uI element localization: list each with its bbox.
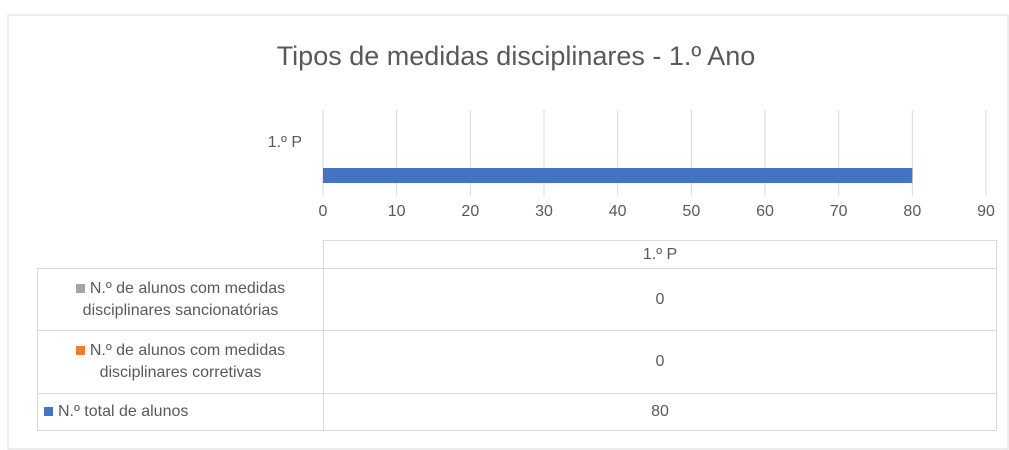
table-value: 0 bbox=[323, 330, 997, 394]
legend-label: N.º de alunos com medidas disciplinares … bbox=[89, 342, 286, 381]
legend-key bbox=[44, 407, 53, 417]
chart-border bbox=[7, 14, 1009, 450]
x-tick-label: 70 bbox=[830, 203, 848, 220]
x-tick-label: 60 bbox=[756, 203, 774, 220]
legend-entry: N.º total de alunos bbox=[44, 401, 188, 423]
legend-label: N.º total de alunos bbox=[58, 403, 189, 420]
x-tick-label: 0 bbox=[319, 203, 328, 220]
x-tick-label: 50 bbox=[682, 203, 700, 220]
x-tick-label: 80 bbox=[903, 203, 921, 220]
chart-title: Tipos de medidas disciplinares - 1.º Ano bbox=[277, 41, 756, 71]
table-header: 1.º P bbox=[323, 240, 997, 269]
table-row-label: N.º de alunos com medidas disciplinares … bbox=[37, 268, 324, 331]
x-tick-label: 10 bbox=[388, 203, 406, 220]
legend-key bbox=[75, 283, 85, 293]
legend-entry: N.º de alunos com medidas disciplinares … bbox=[44, 340, 317, 384]
table-value: 80 bbox=[323, 393, 997, 431]
legend-label: N.º de alunos com medidas disciplinares … bbox=[82, 279, 286, 319]
table-value: 0 bbox=[323, 268, 997, 331]
x-tick-label: 30 bbox=[535, 203, 553, 220]
y-tick-label: 1.º P bbox=[268, 134, 302, 151]
bar bbox=[323, 168, 913, 183]
x-tick-label: 40 bbox=[609, 203, 627, 220]
legend-entry: N.º de alunos com medidas disciplinares … bbox=[44, 278, 317, 322]
table-row-label: N.º total de alunos bbox=[37, 393, 324, 431]
x-tick-label: 90 bbox=[977, 203, 995, 220]
x-tick-label: 20 bbox=[461, 203, 479, 220]
legend-key bbox=[75, 346, 85, 356]
table-row-label: N.º de alunos com medidas disciplinares … bbox=[37, 330, 324, 394]
